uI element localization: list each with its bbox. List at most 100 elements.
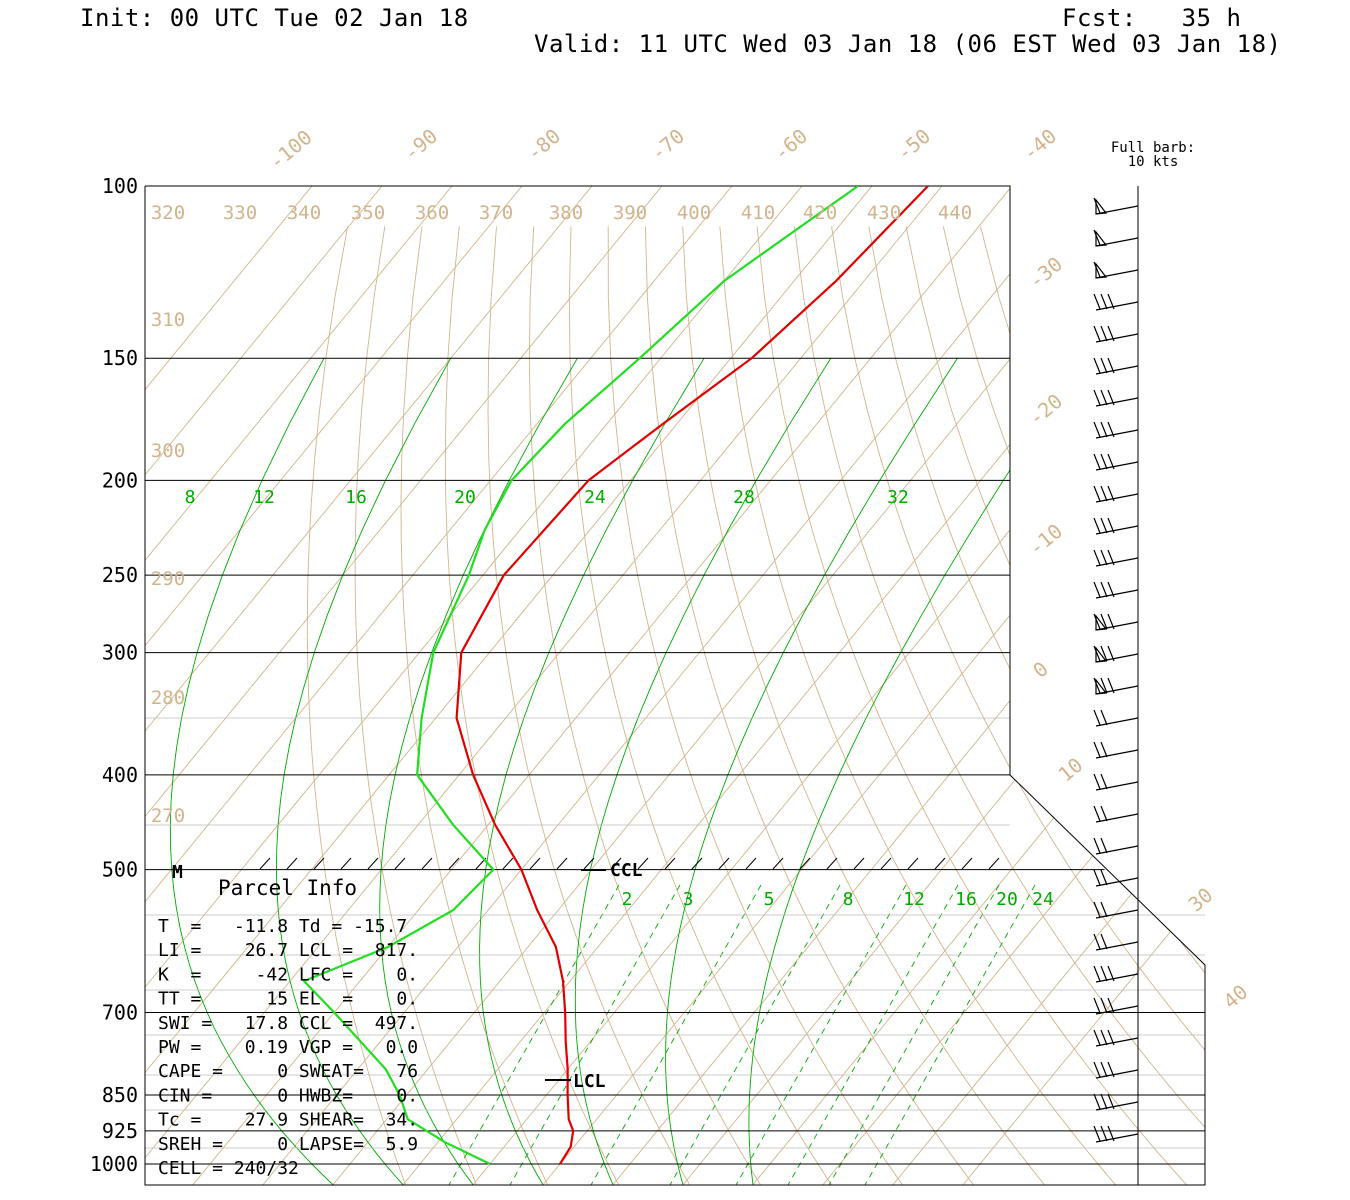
hatch-mark xyxy=(529,857,541,870)
wind-barb-shaft xyxy=(1095,973,1139,983)
wind-barb-flag xyxy=(1093,773,1101,790)
moist-adiabat-line xyxy=(479,357,705,1185)
hatch-mark xyxy=(610,857,622,870)
wind-barb-flag xyxy=(1093,197,1101,214)
dewpoint-profile-line xyxy=(302,186,859,1165)
mixing-ratio-label: 24 xyxy=(584,487,606,508)
wind-barb xyxy=(1093,389,1139,407)
wind-barb-shaft xyxy=(1095,301,1139,311)
wind-barb xyxy=(1093,997,1139,1015)
wind-barb-flag xyxy=(1107,677,1115,694)
m-marker-label: M xyxy=(172,862,183,883)
dry-adiabat-line xyxy=(980,226,1205,1185)
dry-adiabat-line xyxy=(528,226,761,1185)
wind-barb-flag xyxy=(1093,1029,1101,1046)
dry-adiabat-line xyxy=(682,226,1045,1185)
hatch-mark xyxy=(259,857,271,870)
valid-time-label: Valid: 11 UTC Wed 03 Jan 18 (06 EST Wed … xyxy=(534,30,1282,58)
wind-barb xyxy=(1093,965,1139,983)
wind-barb xyxy=(1093,1061,1139,1079)
hatch-mark xyxy=(880,857,892,870)
wind-barb-flag xyxy=(1100,485,1108,502)
moist-adiabat-line xyxy=(574,357,832,1185)
wind-barb xyxy=(1093,421,1139,439)
wind-barb-flag xyxy=(1107,453,1115,470)
wind-barb-shaft xyxy=(1095,813,1139,823)
isotherm-line xyxy=(822,186,1205,1185)
wind-barb-flag xyxy=(1093,997,1101,1014)
wind-barb-pennant xyxy=(1095,678,1108,695)
theta-label: 350 xyxy=(351,202,385,224)
wind-barb-flag xyxy=(1100,741,1108,758)
wind-barb-flag xyxy=(1107,581,1115,598)
isotherm-label: -30 xyxy=(1024,252,1067,294)
wind-barb-flag xyxy=(1093,645,1101,662)
hatch-mark xyxy=(799,857,811,870)
wind-barb xyxy=(1093,293,1139,311)
wind-barb-shaft xyxy=(1095,845,1139,855)
wind-barb xyxy=(1093,1125,1139,1143)
wind-barb-shaft xyxy=(1095,941,1139,951)
wind-barb-flag xyxy=(1093,517,1101,534)
wind-barb-shaft xyxy=(1095,653,1139,663)
wind-barb-flag xyxy=(1093,965,1101,982)
hatch-mark xyxy=(772,857,784,870)
wind-barb xyxy=(1093,613,1139,631)
parcel-info-title: Parcel Info xyxy=(218,876,357,900)
wind-barb-flag xyxy=(1100,645,1108,662)
dry-adiabat-line xyxy=(306,226,406,1185)
wind-barb-flag xyxy=(1100,1029,1108,1046)
wind-barb-flag xyxy=(1100,837,1108,854)
mixing-ratio-label: 12 xyxy=(903,889,925,910)
pressure-level-label: 500 xyxy=(102,858,138,882)
mixing-ratio-label: 28 xyxy=(733,487,755,508)
wind-barb-flag xyxy=(1093,901,1101,918)
hatch-mark xyxy=(718,857,730,870)
init-time-label: Init: 00 UTC Tue 02 Jan 18 xyxy=(80,4,469,32)
hatch-mark xyxy=(340,857,352,870)
wind-barb-flag xyxy=(1100,773,1108,790)
wind-barb xyxy=(1093,485,1139,503)
hatch-mark xyxy=(448,857,460,870)
wind-barb-flag xyxy=(1100,389,1108,406)
isotherm-line xyxy=(262,186,1101,1185)
theta-label: 360 xyxy=(415,202,449,224)
parcel-info-row: CIN = 0 HWBZ= 0. xyxy=(158,1085,418,1106)
wind-barb-flag xyxy=(1100,293,1108,310)
theta-label: 440 xyxy=(938,202,972,224)
mixing-ratio-line xyxy=(828,884,1000,1185)
wind-barb-flag xyxy=(1093,389,1101,406)
wind-barb xyxy=(1093,517,1139,535)
isotherm-label: -80 xyxy=(522,124,565,166)
pressure-level-label: 300 xyxy=(102,641,138,665)
wind-barb xyxy=(1093,1093,1139,1111)
hatch-mark xyxy=(502,857,514,870)
hatch-mark xyxy=(313,857,325,870)
hatch-mark xyxy=(664,857,676,870)
wind-barb-shaft xyxy=(1095,1005,1139,1015)
wind-barb xyxy=(1093,901,1139,919)
wind-barb-flag xyxy=(1100,997,1108,1014)
theta-label: 410 xyxy=(741,202,775,224)
mixing-ratio-label: 24 xyxy=(1032,889,1054,910)
isotherm-line xyxy=(542,186,1205,1185)
wind-barb-shaft xyxy=(1095,685,1139,695)
wind-barb-flag xyxy=(1093,261,1101,278)
parcel-info-row: TT = 15 EL = 0. xyxy=(158,989,418,1010)
wind-barb-flag xyxy=(1093,837,1101,854)
wind-barb-flag xyxy=(1107,1061,1115,1078)
wind-barb-shaft xyxy=(1095,749,1139,759)
wind-barb-shaft xyxy=(1095,1101,1139,1111)
wind-barb-flag xyxy=(1100,933,1108,950)
wind-barb-flag xyxy=(1093,1125,1101,1142)
wind-barb-shaft xyxy=(1095,461,1139,471)
hatch-mark xyxy=(421,857,433,870)
isotherm-line xyxy=(145,186,681,1185)
isotherm-label: 30 xyxy=(1184,883,1218,917)
wind-barb xyxy=(1093,325,1139,343)
hatch-mark xyxy=(853,857,865,870)
wind-barb-flag xyxy=(1093,677,1101,694)
isotherm-line xyxy=(145,186,961,1185)
wind-barb-flag xyxy=(1107,357,1115,374)
mixing-ratio-line xyxy=(448,884,620,1185)
